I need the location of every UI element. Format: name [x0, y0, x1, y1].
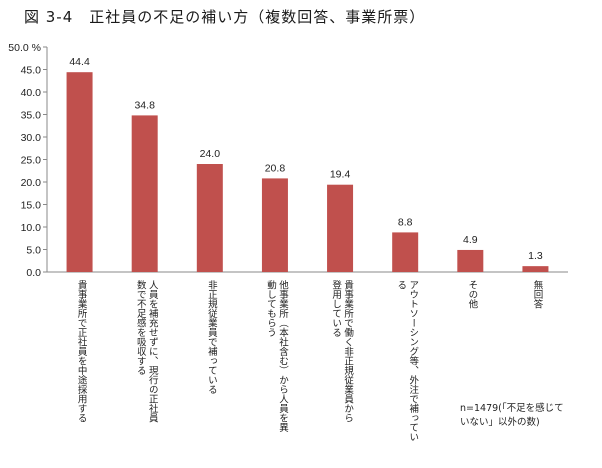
bar-value-label: 20.8 [265, 162, 286, 174]
y-tick-label: 50.0 % [8, 42, 41, 54]
sample-size-note: n=1479(「不足を感じて いない」以外の数) [460, 403, 564, 428]
category-label: 他事業所（本社含む）から人員を異 動してもらう [264, 280, 288, 432]
bar-value-label: 44.4 [69, 56, 90, 68]
bar [392, 232, 419, 272]
y-tick-label: 20.0 [21, 177, 42, 189]
y-tick-label: 0.0 [26, 267, 41, 279]
y-tick-label: 10.0 [21, 222, 42, 234]
category-label: 貴事業所で働く非正規従業員から 登用している [330, 280, 354, 423]
y-tick-label: 15.0 [21, 200, 42, 212]
y-tick-label: 30.0 [21, 132, 42, 144]
bar [131, 115, 158, 273]
y-tick-label: 5.0 [26, 245, 41, 257]
y-tick-label: 40.0 [21, 87, 42, 99]
category-label: アウトソーシング等、外注で補ってい る [395, 280, 419, 442]
category-label: 人員を補充せずに、現行の正社員 数で不足感を吸収する [134, 280, 158, 423]
y-tick-label: 25.0 [21, 155, 42, 167]
bar-value-label: 34.8 [134, 99, 155, 111]
bar-value-label: 4.9 [463, 234, 478, 246]
category-label: 非正規従業員で補っている [205, 280, 217, 394]
bar-value-label: 1.3 [528, 250, 543, 262]
chart-title: 図 3-4 正社員の不足の補い方（複数回答、事業所票） [24, 8, 426, 26]
category-label: その他 [466, 280, 478, 309]
bar [522, 266, 549, 272]
category-label: 無回答 [531, 280, 543, 309]
bar [457, 249, 484, 272]
bar [327, 184, 354, 272]
bar-value-label: 24.0 [200, 148, 221, 160]
category-label: 貴事業所で正社員を中途採用する [75, 280, 87, 423]
bar-value-label: 8.8 [398, 216, 413, 228]
y-tick-label: 35.0 [21, 110, 42, 122]
bar [66, 72, 93, 272]
y-tick-label: 45.0 [21, 65, 42, 77]
bar-value-label: 19.4 [330, 169, 351, 181]
bar [261, 178, 288, 272]
bar [196, 164, 223, 272]
